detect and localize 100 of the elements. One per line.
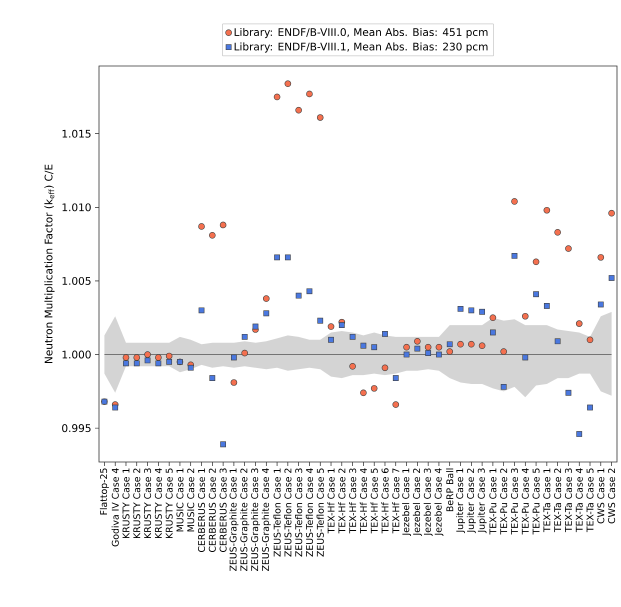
- point: [230, 379, 238, 386]
- x-tick-label: CWS Case 2: [608, 468, 616, 524]
- point: [262, 295, 270, 302]
- x-tick-label: CERBERUS Case 3: [220, 468, 227, 552]
- point: [522, 354, 528, 360]
- point: [414, 338, 421, 345]
- x-tick-label: MUSIC Case 2: [187, 468, 194, 532]
- point: [586, 336, 594, 344]
- x-tick-label: Godiva IV Case 4: [112, 468, 119, 546]
- x-tick-label: TEX-Hf Case 2: [338, 468, 346, 534]
- point: [382, 331, 388, 337]
- point: [479, 308, 486, 315]
- point: [511, 198, 518, 205]
- point: [349, 363, 356, 370]
- x-tick-label: TEX-Hf Case 1: [327, 468, 335, 534]
- y-tick-label: 1.000: [62, 350, 91, 358]
- x-tick-label: KRUSTY Case 2: [133, 468, 140, 538]
- point: [296, 292, 302, 299]
- point: [468, 340, 475, 348]
- point: [274, 254, 280, 260]
- x-tick-label: Jezebel Case 3: [424, 468, 433, 536]
- point: [544, 206, 550, 214]
- x-tick-label: Jezebel Case 4: [434, 468, 444, 536]
- x-tick-label: TEX-Hf Case 6: [381, 468, 389, 534]
- point: [565, 245, 572, 252]
- point: [566, 390, 572, 396]
- point: [478, 342, 486, 349]
- point: [360, 390, 367, 396]
- point: [263, 310, 270, 316]
- x-tick-label: KRUSTY Case 5: [166, 468, 173, 538]
- point: [122, 354, 130, 361]
- y-tick-label: 1.015: [62, 130, 91, 138]
- point: [209, 232, 216, 239]
- point: [533, 291, 539, 298]
- point: [134, 360, 140, 366]
- x-tick-label: TEX-Pu Case 1: [489, 468, 496, 534]
- point: [295, 106, 302, 114]
- x-tick-label: TEX-Pu Case 4: [522, 468, 529, 534]
- y-tick-label: 0.995: [62, 424, 91, 432]
- point: [284, 254, 291, 260]
- x-tick-label: Jupiter Case 1: [456, 468, 466, 534]
- point: [392, 401, 400, 408]
- point: [587, 404, 593, 410]
- point: [522, 312, 529, 320]
- point: [371, 344, 378, 350]
- point: [328, 323, 334, 330]
- point: [382, 364, 388, 372]
- point: [317, 318, 324, 324]
- point: [458, 306, 464, 312]
- x-tick-label: MUSIC Case 1: [176, 468, 184, 532]
- point: [544, 303, 550, 309]
- x-tick-label: ZEUS-Teflon Case 4: [306, 468, 314, 557]
- x-tick-label: Jezebel Case 2: [412, 468, 422, 536]
- point: [598, 302, 604, 308]
- point: [404, 352, 410, 358]
- legend-label: Library: ENDF/B-VIII.0, Mean Abs. Bias: 451 pcm: [234, 28, 488, 38]
- x-tick-label: TEX-Hf Case 3: [349, 468, 356, 534]
- x-tick-label: TEX-Hf Case 5: [370, 468, 378, 534]
- point: [576, 320, 583, 327]
- point: [188, 364, 194, 371]
- point: [198, 223, 205, 230]
- x-tick-label: TEX-Hf Case 4: [360, 468, 367, 534]
- x-tick-label: TEX-Ta Case 3: [564, 468, 572, 532]
- x-tick-label: TEX-Ta Case 4: [576, 468, 583, 532]
- point: [144, 351, 151, 358]
- point: [360, 342, 366, 349]
- x-tick-label: BeRP Ball: [446, 468, 454, 512]
- point: [532, 258, 540, 266]
- x-tick-label: ZEUS-Teflon Case 3: [295, 468, 302, 557]
- x-tick-label: CWS Case 1: [597, 468, 604, 524]
- point: [436, 352, 442, 358]
- point: [468, 307, 474, 314]
- x-tick-label: ZEUS-Graphite Case 1: [229, 468, 238, 571]
- point: [457, 340, 464, 348]
- x-tick-label: Jupiter Case 2: [466, 468, 476, 534]
- point: [414, 346, 420, 352]
- point: [436, 344, 442, 350]
- x-tick-label: ZEUS-Teflon Case 1: [273, 468, 281, 557]
- point: [490, 314, 496, 322]
- x-tick-label: KRUSTY Case 1: [122, 468, 130, 538]
- point: [306, 90, 313, 98]
- point: [112, 404, 118, 410]
- x-tick-label: TEX-Pu Case 2: [500, 468, 508, 534]
- point: [220, 222, 226, 228]
- point: [155, 354, 162, 361]
- x-tick-label: ZEUS-Graphite Case 2: [240, 468, 250, 571]
- point: [490, 330, 496, 336]
- point: [554, 338, 561, 344]
- point: [403, 344, 410, 350]
- point: [512, 252, 518, 259]
- point: [274, 94, 280, 100]
- point: [306, 288, 312, 294]
- point: [554, 229, 561, 236]
- x-tick-label: CERBERUS Case 2: [208, 468, 216, 552]
- point: [166, 352, 172, 360]
- x-tick-label: TEX-Ta Case 2: [554, 468, 562, 532]
- point: [198, 307, 204, 314]
- point: [123, 360, 129, 366]
- x-tick-label: TEX-Ta Case 1: [543, 468, 550, 532]
- x-tick-label: Jezebel Case 1: [402, 468, 412, 536]
